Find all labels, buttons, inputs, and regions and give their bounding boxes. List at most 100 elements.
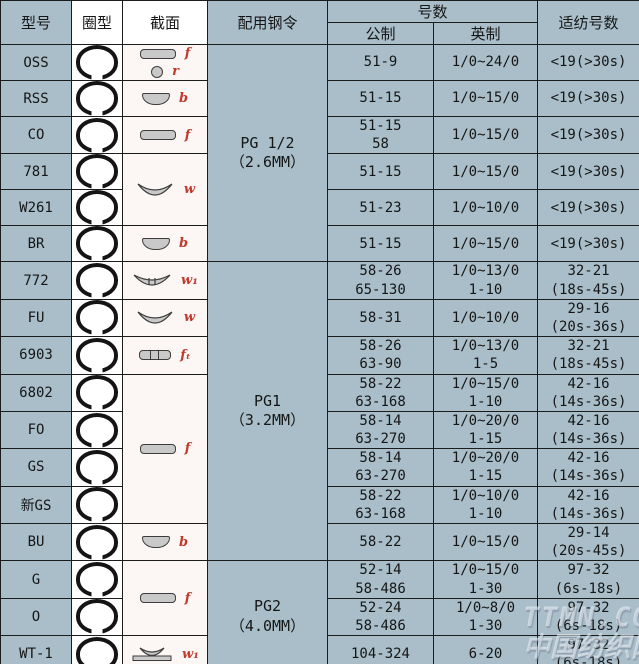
cross-section-label: r bbox=[172, 64, 179, 79]
cross-section-label: f bbox=[184, 590, 191, 606]
metric-cell: 51-15 bbox=[327, 153, 434, 191]
metric-cell: 104-324 bbox=[327, 635, 434, 664]
ring-cell bbox=[71, 261, 123, 300]
cross-section-cell: b bbox=[122, 80, 208, 117]
table-row: O 52-24 58-486 1/0~8/0 1-30 97-32 (6s-18… bbox=[0, 597, 639, 637]
spin-count-cell: 97-32 (6s-18s) bbox=[537, 560, 639, 599]
table-row: FO 58-14 63-270 1/0~20/0 1-15 42-16 (14s… bbox=[0, 410, 639, 450]
traveller-ring-icon bbox=[76, 562, 118, 598]
traveller-ring-icon bbox=[76, 599, 118, 635]
cross-section-flat-icon bbox=[139, 48, 176, 59]
imperial-cell: 1/0~15/0 bbox=[432, 153, 539, 191]
col-header-spin-count: 适纺号数 bbox=[537, 0, 639, 45]
cross-section-cell: f r bbox=[122, 44, 208, 81]
imperial-cell: 1/0~8/0 1-30 bbox=[432, 597, 539, 637]
cross-section-label: f bbox=[184, 46, 191, 61]
table-row: GS 58-14 63-270 1/0~20/0 1-15 42-16 (14s… bbox=[0, 448, 639, 487]
imperial-cell: 1/0~24/0 bbox=[432, 44, 539, 81]
metric-cell: 51-23 bbox=[327, 189, 434, 227]
cross-section-half-round-icon bbox=[141, 237, 170, 250]
spin-count-cell: <19(>30s) bbox=[537, 80, 639, 117]
ring-cell bbox=[71, 448, 123, 487]
imperial-cell: 1/0~13/0 1-10 bbox=[432, 261, 539, 300]
cross-section-cell: b bbox=[122, 225, 208, 263]
cross-section-saddle-base-icon bbox=[132, 647, 172, 662]
ring-cell bbox=[71, 298, 123, 338]
traveller-ring-icon bbox=[76, 524, 118, 560]
ring-cell bbox=[71, 115, 123, 155]
cross-section-saddle-icon bbox=[137, 183, 173, 196]
table-row: WT-1 w₁ 104-324 6-20 97-32 (6s-18s) bbox=[0, 635, 639, 664]
matching-ring-cell: PG2 （4.0MM） bbox=[207, 560, 328, 664]
model-cell: FO bbox=[0, 410, 72, 450]
ring-cell bbox=[71, 410, 123, 450]
cross-section-label: w bbox=[183, 182, 196, 198]
model-cell: FU bbox=[0, 298, 72, 338]
cross-section-cell: w₁ bbox=[122, 261, 208, 300]
metric-cell: 58-14 63-270 bbox=[327, 410, 434, 450]
traveller-ring-icon bbox=[76, 263, 118, 299]
metric-cell: 58-26 63-90 bbox=[327, 336, 434, 375]
ring-cell bbox=[71, 635, 123, 664]
metric-cell: 51-15 58 bbox=[327, 115, 434, 155]
spin-count-cell: 29-16 (20s-36s) bbox=[537, 298, 639, 338]
cross-section-cell: f bbox=[122, 115, 208, 155]
ring-cell bbox=[71, 336, 123, 375]
cross-section-cell: w₁ bbox=[122, 635, 208, 664]
imperial-cell: 1/0~15/0 bbox=[432, 80, 539, 117]
cross-section-label: w₁ bbox=[181, 273, 198, 289]
metric-cell: 52-14 58-486 bbox=[327, 560, 434, 599]
metric-cell: 58-22 bbox=[327, 522, 434, 562]
ring-cell bbox=[71, 373, 123, 412]
cross-section-label: b bbox=[178, 534, 189, 550]
traveller-ring-icon bbox=[76, 190, 118, 225]
cross-section-winged-icon bbox=[133, 274, 171, 286]
spin-count-cell: 32-21 (18s-45s) bbox=[537, 336, 639, 375]
imperial-cell: 1/0~13/0 1-5 bbox=[432, 336, 539, 375]
traveller-ring-icon bbox=[76, 449, 118, 485]
cross-section-cell: w bbox=[122, 298, 208, 338]
ring-cell bbox=[71, 80, 123, 117]
spin-count-cell: 42-16 (14s-36s) bbox=[537, 373, 639, 412]
cross-section-label: b bbox=[178, 236, 189, 252]
cross-section-round-icon bbox=[151, 65, 164, 78]
col-header-matching-ring: 配用钢令 bbox=[207, 0, 328, 45]
imperial-cell: 1/0~15/0 bbox=[432, 115, 539, 155]
traveller-ring-icon bbox=[76, 412, 118, 448]
cross-section-half-round-icon bbox=[141, 92, 170, 105]
ring-cell bbox=[71, 485, 123, 525]
metric-cell: 58-26 65-130 bbox=[327, 261, 434, 300]
col-header-cross-section: 截面 bbox=[122, 0, 208, 45]
spin-count-cell: 97-32 (6s-18s) bbox=[537, 597, 639, 637]
model-cell: CO bbox=[0, 115, 72, 155]
table-row: 6903 fₜ 58-26 63-90 1/0~13/0 1-5 32-21 (… bbox=[0, 336, 639, 375]
imperial-cell: 1/0~10/0 1-10 bbox=[432, 485, 539, 525]
cross-section-flat-icon bbox=[139, 593, 176, 604]
ring-cell bbox=[71, 44, 123, 81]
matching-ring-cell: PG 1/2 （2.6MM） bbox=[207, 43, 328, 263]
metric-cell: 58-22 63-168 bbox=[327, 373, 434, 412]
model-cell: RSS bbox=[0, 80, 72, 117]
table-row: OSS f r PG 1/2 （2.6MM） 51-9 1/0~24/0 <19… bbox=[0, 43, 639, 263]
imperial-cell: 6-20 bbox=[432, 635, 539, 664]
traveller-ring-icon bbox=[76, 337, 118, 373]
ring-cell bbox=[71, 189, 123, 227]
metric-cell: 58-31 bbox=[327, 298, 434, 338]
cross-section-cell: fₜ bbox=[122, 336, 208, 375]
spin-count-cell: 42-16 (14s-36s) bbox=[537, 485, 639, 525]
cross-section-saddle-icon bbox=[137, 311, 173, 324]
cross-section-label: w₁ bbox=[182, 646, 199, 662]
model-cell: GS bbox=[0, 448, 72, 487]
model-cell: WT-1 bbox=[0, 635, 72, 664]
spin-count-cell: 29-14 (20s-45s) bbox=[537, 522, 639, 562]
traveller-ring-icon bbox=[76, 300, 118, 336]
spin-count-cell: 97-32 (6s-18s) bbox=[537, 635, 639, 664]
table-row: CO f 51-15 58 1/0~15/0 <19(>30s) bbox=[0, 115, 639, 155]
ring-cell bbox=[71, 522, 123, 562]
cross-section-label: b bbox=[178, 91, 189, 106]
metric-cell: 52-24 58-486 bbox=[327, 597, 434, 637]
traveller-ring-icon bbox=[76, 117, 118, 153]
spin-count-cell: <19(>30s) bbox=[537, 44, 639, 81]
imperial-cell: 1/0~10/0 bbox=[432, 189, 539, 227]
